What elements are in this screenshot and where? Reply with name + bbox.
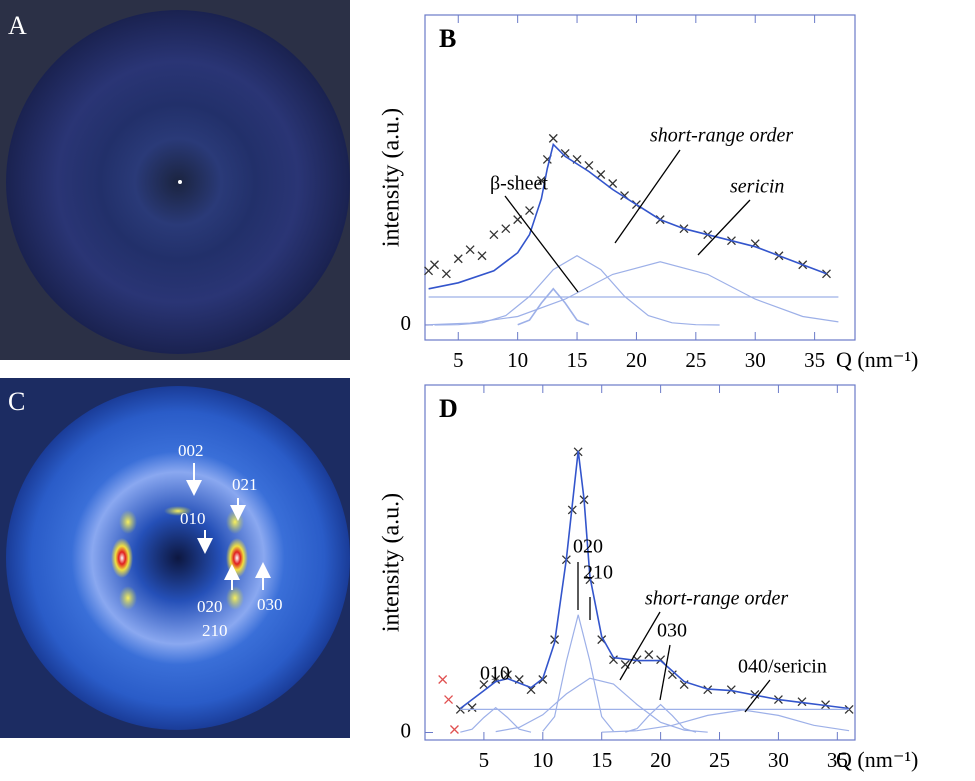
reflection [226,510,244,534]
panel-label: C [8,387,25,416]
x-tick-label: 15 [567,348,588,372]
fit-line [459,450,850,710]
reflection-label: 020 [197,597,223,616]
y-tick-label: 0 [401,311,412,335]
data-point [491,675,501,684]
annotation-pointer [614,149,681,244]
reflection-label: 002 [178,441,204,460]
annotation-pointer [744,679,771,713]
reflection [164,506,192,516]
data-point [441,269,451,279]
beam-center [178,180,182,184]
data-point [453,254,463,264]
data-point [608,179,618,188]
fit-line [601,709,850,733]
data-point [479,680,489,690]
reflection [119,586,137,610]
annotation: 010 [480,663,510,685]
data-point [667,670,677,680]
x-tick-label: 5 [453,348,464,372]
annotation: 210 [583,562,613,584]
plot-frame [424,14,856,341]
annotation: 020 [573,536,603,558]
reflection-label: 010 [180,509,206,528]
fit-line [460,706,532,733]
diffraction-pattern [6,386,350,730]
x-tick-label: 5 [479,748,490,772]
data-point [477,251,487,261]
reflection [111,538,133,578]
panel-label: D [439,394,458,423]
fit-line [625,703,697,733]
x-tick-label: 10 [507,348,528,372]
x-tick-label: 15 [591,748,612,772]
data-point [797,697,807,707]
annotation: 030 [657,620,687,642]
data-point [449,725,459,734]
reflection [226,538,248,578]
data-point [548,133,558,143]
fit-line [428,142,827,290]
y-axis-label: intensity (a.u.) [379,108,405,247]
reflection-label: 021 [232,475,258,494]
annotation-pointer [659,644,671,701]
panel-label: B [439,24,456,53]
x-tick-label: 30 [745,348,766,372]
x-tick-label: 25 [685,348,706,372]
reflection-label: 030 [257,595,283,614]
x-tick-label: 25 [709,748,730,772]
annotation: short-range order [650,125,793,147]
data-point [489,230,499,240]
data-point [726,685,736,695]
data-point [609,655,618,665]
x-tick-label: 20 [650,748,671,772]
data-point [503,670,512,680]
annotation: 040/sericin [738,656,827,678]
data-point [525,206,534,216]
fit-line [542,614,614,732]
plot-frame [424,384,856,741]
data-point [644,650,654,660]
fit-line [495,677,708,733]
fit-line [428,261,839,326]
data-point [467,703,477,713]
x-tick-label: 30 [768,748,789,772]
panel-label: A [8,11,27,40]
reflection [119,510,137,534]
data-point [465,245,475,255]
x-tick-label: 20 [626,348,647,372]
data-point [501,224,511,234]
x-tick-label: 10 [532,748,553,772]
data-point [438,675,448,684]
fit-line [434,255,720,326]
data-point [430,260,439,270]
data-point [632,655,642,665]
x-tick-label: 35 [804,348,825,372]
x-tick-label: 35 [827,748,848,772]
reflection [226,586,244,610]
data-point [444,695,454,705]
annotation-pointer [697,199,751,256]
annotation-pointer [619,611,661,681]
annotation-pointer [504,195,579,293]
data-point [821,700,831,710]
y-tick-label: 0 [401,718,412,742]
data-point [844,704,854,714]
fit-line [517,287,590,326]
data-point [584,161,594,170]
annotation: sericin [730,176,784,198]
x-axis-label: Q (nm⁻¹) [836,347,918,372]
reflection-label: 210 [202,621,228,640]
x-axis-label: Q (nm⁻¹) [836,747,918,772]
data-point [596,170,606,179]
annotation: short-range order [645,588,788,610]
annotation: β-sheet [490,173,548,195]
data-point [560,148,570,158]
y-axis-label: intensity (a.u.) [379,493,405,632]
